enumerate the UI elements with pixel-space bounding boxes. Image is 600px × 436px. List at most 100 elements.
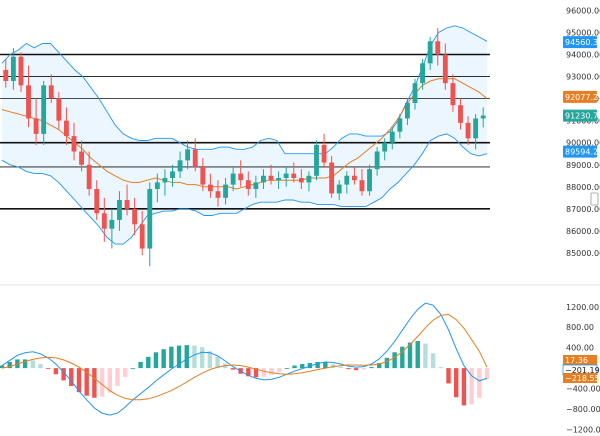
candle-body bbox=[268, 175, 274, 181]
price-badge bbox=[563, 145, 597, 158]
macd-histogram-bar bbox=[92, 368, 97, 398]
macd-histogram-bar bbox=[438, 367, 444, 369]
candle bbox=[329, 155, 335, 198]
macd-histogram-bar bbox=[477, 368, 482, 398]
candle-body bbox=[207, 184, 213, 192]
candle-body bbox=[79, 151, 84, 165]
candle-body bbox=[18, 56, 24, 86]
candle bbox=[223, 177, 228, 205]
candle-body bbox=[465, 122, 471, 139]
price-pane[interactable] bbox=[0, 25, 600, 286]
candle-body bbox=[3, 69, 9, 81]
candle bbox=[192, 138, 198, 172]
price-tick-label: 85000.00 bbox=[566, 249, 600, 258]
candle-body bbox=[101, 213, 107, 229]
macd-histogram-bar bbox=[207, 351, 213, 369]
candle bbox=[26, 65, 31, 128]
candle bbox=[48, 74, 54, 104]
candle bbox=[109, 208, 115, 249]
candle bbox=[336, 180, 342, 201]
candle-body bbox=[261, 175, 266, 183]
candle bbox=[147, 182, 153, 267]
macd-histogram-bar bbox=[353, 368, 359, 371]
candle-body bbox=[283, 173, 289, 178]
macd-histogram-bar bbox=[284, 368, 290, 369]
candle bbox=[397, 114, 403, 139]
macd-histogram-bar bbox=[107, 368, 112, 393]
candle bbox=[450, 74, 456, 112]
candle bbox=[185, 140, 191, 170]
candle-body bbox=[48, 85, 54, 99]
candle bbox=[389, 127, 395, 150]
macd-pane[interactable] bbox=[0, 302, 490, 416]
macd-histogram-bar bbox=[415, 341, 420, 369]
candle bbox=[473, 114, 479, 150]
candle-body bbox=[109, 219, 115, 229]
macd-histogram-bar bbox=[253, 368, 259, 378]
candle-body bbox=[336, 184, 342, 194]
macd-histogram-bar bbox=[215, 356, 220, 369]
candle-body bbox=[245, 180, 251, 190]
candle bbox=[207, 173, 213, 198]
macd-histogram-bar bbox=[45, 368, 51, 369]
candle bbox=[63, 107, 69, 145]
price-badge-label: 89594.27 bbox=[565, 148, 600, 157]
macd-histogram-bar bbox=[330, 364, 336, 369]
candle-body bbox=[405, 103, 410, 119]
macd-histogram-bar bbox=[384, 357, 390, 369]
macd-histogram-bar bbox=[53, 368, 59, 375]
macd-histogram-bar bbox=[69, 368, 74, 386]
candle bbox=[10, 47, 16, 90]
bollinger-upper-line bbox=[1, 25, 488, 155]
candle bbox=[367, 164, 372, 196]
macd-histogram-bar bbox=[269, 368, 274, 375]
macd-histogram-bar bbox=[346, 368, 351, 370]
macd-line bbox=[1, 302, 488, 416]
macd-histogram-bar bbox=[446, 368, 451, 384]
candle-body bbox=[359, 180, 365, 192]
candle-body bbox=[374, 151, 380, 170]
candle-body bbox=[200, 166, 206, 185]
candle bbox=[344, 171, 350, 194]
candle bbox=[412, 78, 418, 110]
price-tick-label: 86000.00 bbox=[566, 227, 600, 236]
macd-histogram-bar bbox=[246, 368, 251, 377]
candle-body bbox=[33, 118, 39, 134]
macd-tick-label: 400.00 bbox=[566, 344, 594, 353]
macd-histogram-bar bbox=[392, 352, 397, 369]
macd-tick-label: 1200.00 bbox=[566, 303, 599, 312]
candle bbox=[480, 107, 486, 128]
candle-body bbox=[215, 191, 221, 198]
candle bbox=[298, 169, 304, 190]
macd-histogram-bar bbox=[484, 368, 490, 380]
macd-histogram-bar bbox=[307, 363, 313, 369]
price-tick-label: 87000.00 bbox=[566, 205, 600, 214]
macd-signal-line bbox=[1, 313, 488, 401]
candle bbox=[442, 43, 448, 90]
candle-body bbox=[291, 173, 297, 178]
macd-histogram-bar bbox=[276, 368, 282, 372]
candle bbox=[170, 164, 175, 187]
macd-histogram-bar bbox=[130, 368, 136, 369]
macd-histogram-bar bbox=[138, 361, 143, 369]
candle-body bbox=[306, 175, 312, 183]
candle bbox=[268, 164, 274, 185]
macd-histogram-bar bbox=[76, 368, 82, 393]
candle bbox=[261, 169, 266, 190]
price-badge-label: 91230.76 bbox=[565, 112, 600, 121]
candle-body bbox=[238, 173, 244, 181]
macd-histogram-bar bbox=[169, 346, 174, 369]
candle bbox=[200, 158, 206, 192]
candle bbox=[283, 166, 289, 187]
candle bbox=[321, 133, 327, 167]
candle-body bbox=[26, 85, 31, 119]
candle bbox=[117, 191, 122, 231]
candle-body bbox=[253, 182, 259, 190]
candle-body bbox=[329, 162, 335, 194]
axis-scale-handle[interactable] bbox=[590, 192, 599, 206]
candle-body bbox=[450, 83, 456, 106]
candle bbox=[458, 98, 463, 130]
candle bbox=[3, 58, 9, 88]
candle-body bbox=[382, 142, 388, 152]
